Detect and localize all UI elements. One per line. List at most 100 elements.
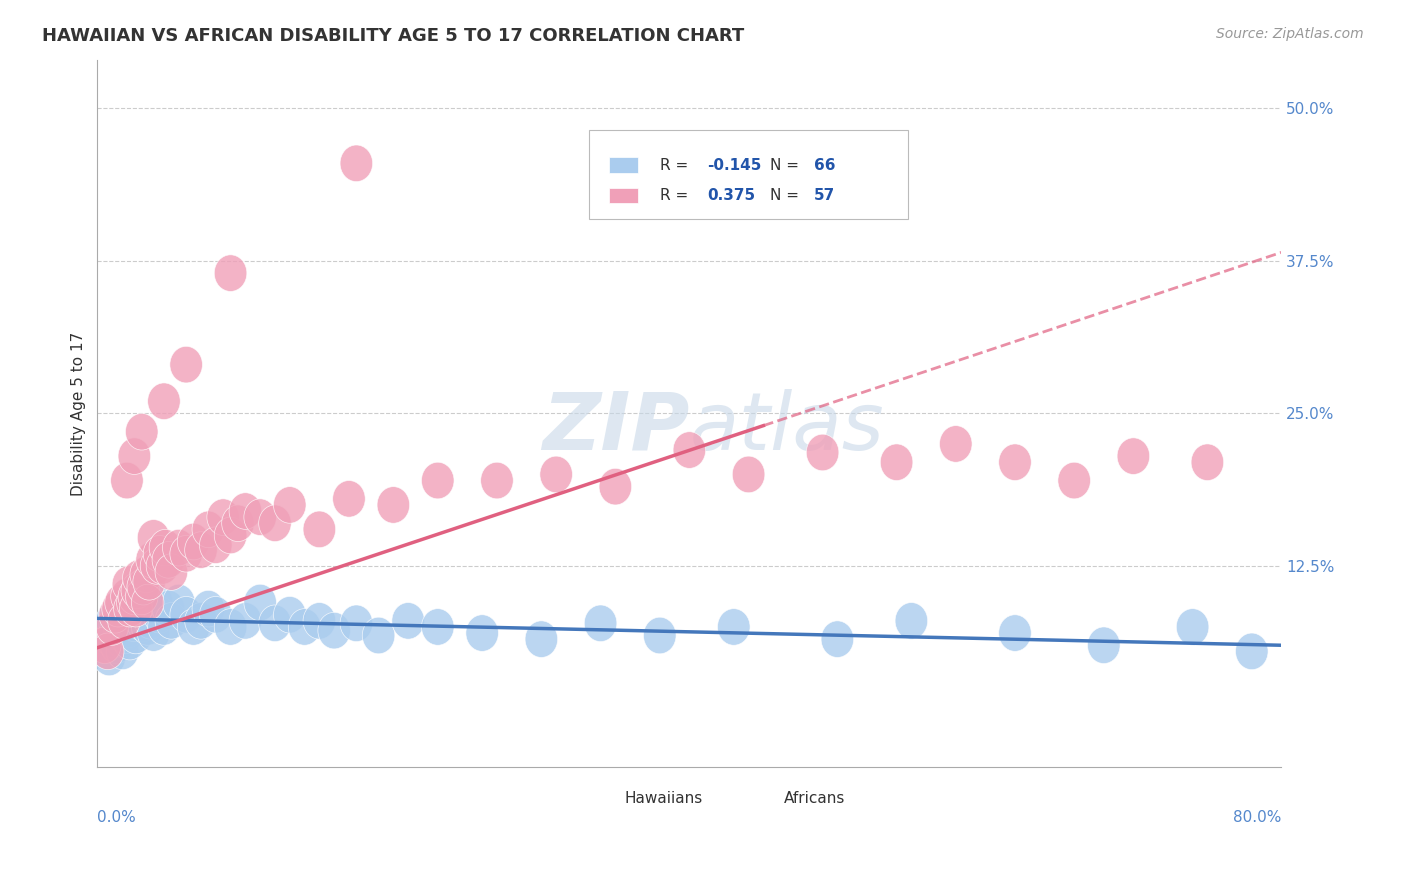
Ellipse shape bbox=[100, 627, 134, 664]
Ellipse shape bbox=[117, 584, 149, 621]
Ellipse shape bbox=[90, 633, 122, 670]
Ellipse shape bbox=[111, 591, 143, 627]
Ellipse shape bbox=[392, 603, 425, 640]
Ellipse shape bbox=[152, 541, 184, 578]
Text: 0.0%: 0.0% bbox=[97, 810, 136, 825]
Text: R =: R = bbox=[659, 158, 693, 172]
Bar bbox=[609, 187, 638, 203]
Ellipse shape bbox=[96, 608, 128, 645]
Text: ZIP: ZIP bbox=[541, 389, 689, 467]
Text: Source: ZipAtlas.com: Source: ZipAtlas.com bbox=[1216, 27, 1364, 41]
Text: -0.145: -0.145 bbox=[707, 158, 762, 172]
Ellipse shape bbox=[138, 519, 170, 557]
Ellipse shape bbox=[120, 617, 152, 654]
Ellipse shape bbox=[121, 578, 153, 615]
Ellipse shape bbox=[200, 527, 232, 564]
Ellipse shape bbox=[148, 608, 180, 645]
Text: 0.375: 0.375 bbox=[707, 188, 755, 203]
Ellipse shape bbox=[214, 608, 247, 645]
Ellipse shape bbox=[136, 541, 169, 578]
Ellipse shape bbox=[122, 560, 155, 597]
Ellipse shape bbox=[105, 584, 138, 621]
Ellipse shape bbox=[111, 600, 143, 637]
Ellipse shape bbox=[125, 578, 157, 615]
Ellipse shape bbox=[274, 487, 307, 524]
Ellipse shape bbox=[304, 603, 336, 640]
Ellipse shape bbox=[880, 444, 912, 481]
Bar bbox=[609, 157, 638, 173]
Ellipse shape bbox=[524, 621, 558, 657]
Ellipse shape bbox=[733, 456, 765, 492]
Ellipse shape bbox=[163, 529, 195, 566]
Ellipse shape bbox=[146, 548, 179, 584]
Ellipse shape bbox=[229, 603, 262, 640]
FancyBboxPatch shape bbox=[589, 130, 908, 219]
Ellipse shape bbox=[96, 603, 128, 640]
Text: N =: N = bbox=[770, 188, 804, 203]
Ellipse shape bbox=[148, 383, 180, 419]
Ellipse shape bbox=[318, 612, 350, 648]
Ellipse shape bbox=[152, 591, 184, 627]
Ellipse shape bbox=[540, 456, 572, 492]
Ellipse shape bbox=[143, 535, 176, 572]
Ellipse shape bbox=[89, 627, 121, 664]
Ellipse shape bbox=[481, 462, 513, 499]
Ellipse shape bbox=[131, 608, 165, 645]
Ellipse shape bbox=[107, 633, 139, 670]
Ellipse shape bbox=[644, 617, 676, 654]
Ellipse shape bbox=[103, 597, 136, 633]
Ellipse shape bbox=[141, 548, 173, 584]
Ellipse shape bbox=[155, 554, 187, 591]
Ellipse shape bbox=[177, 524, 209, 560]
Ellipse shape bbox=[465, 615, 499, 651]
Ellipse shape bbox=[118, 605, 150, 641]
Ellipse shape bbox=[304, 511, 336, 548]
Ellipse shape bbox=[115, 584, 148, 621]
Ellipse shape bbox=[108, 603, 141, 640]
Y-axis label: Disability Age 5 to 17: Disability Age 5 to 17 bbox=[72, 331, 86, 496]
Bar bbox=[742, 790, 772, 806]
Ellipse shape bbox=[222, 505, 254, 541]
Text: Africans: Africans bbox=[785, 791, 845, 805]
Ellipse shape bbox=[229, 492, 262, 529]
Ellipse shape bbox=[118, 578, 150, 615]
Ellipse shape bbox=[121, 572, 153, 608]
Text: Hawaiians: Hawaiians bbox=[624, 791, 703, 805]
Ellipse shape bbox=[155, 603, 187, 640]
Ellipse shape bbox=[134, 564, 166, 600]
Ellipse shape bbox=[193, 511, 225, 548]
Ellipse shape bbox=[243, 584, 277, 621]
Ellipse shape bbox=[120, 591, 152, 627]
Ellipse shape bbox=[170, 597, 202, 633]
Ellipse shape bbox=[806, 434, 839, 471]
Ellipse shape bbox=[129, 597, 163, 633]
Ellipse shape bbox=[243, 499, 277, 535]
Ellipse shape bbox=[149, 529, 181, 566]
Ellipse shape bbox=[1057, 462, 1091, 499]
Ellipse shape bbox=[363, 617, 395, 654]
Ellipse shape bbox=[259, 605, 291, 641]
Ellipse shape bbox=[998, 444, 1031, 481]
Ellipse shape bbox=[91, 633, 124, 670]
Text: 57: 57 bbox=[814, 188, 835, 203]
Ellipse shape bbox=[96, 621, 128, 657]
Ellipse shape bbox=[193, 591, 225, 627]
Ellipse shape bbox=[214, 255, 247, 292]
Ellipse shape bbox=[939, 425, 972, 462]
Ellipse shape bbox=[122, 599, 155, 635]
Ellipse shape bbox=[128, 584, 162, 621]
Ellipse shape bbox=[138, 615, 170, 651]
Ellipse shape bbox=[131, 584, 165, 621]
Ellipse shape bbox=[117, 594, 149, 631]
Ellipse shape bbox=[184, 532, 218, 568]
Ellipse shape bbox=[129, 557, 163, 593]
Ellipse shape bbox=[207, 499, 239, 535]
Ellipse shape bbox=[114, 591, 146, 627]
Ellipse shape bbox=[98, 597, 131, 633]
Ellipse shape bbox=[127, 568, 159, 605]
Ellipse shape bbox=[1177, 608, 1209, 645]
Ellipse shape bbox=[118, 438, 150, 475]
Ellipse shape bbox=[108, 605, 141, 641]
Ellipse shape bbox=[821, 621, 853, 657]
Ellipse shape bbox=[101, 591, 135, 627]
